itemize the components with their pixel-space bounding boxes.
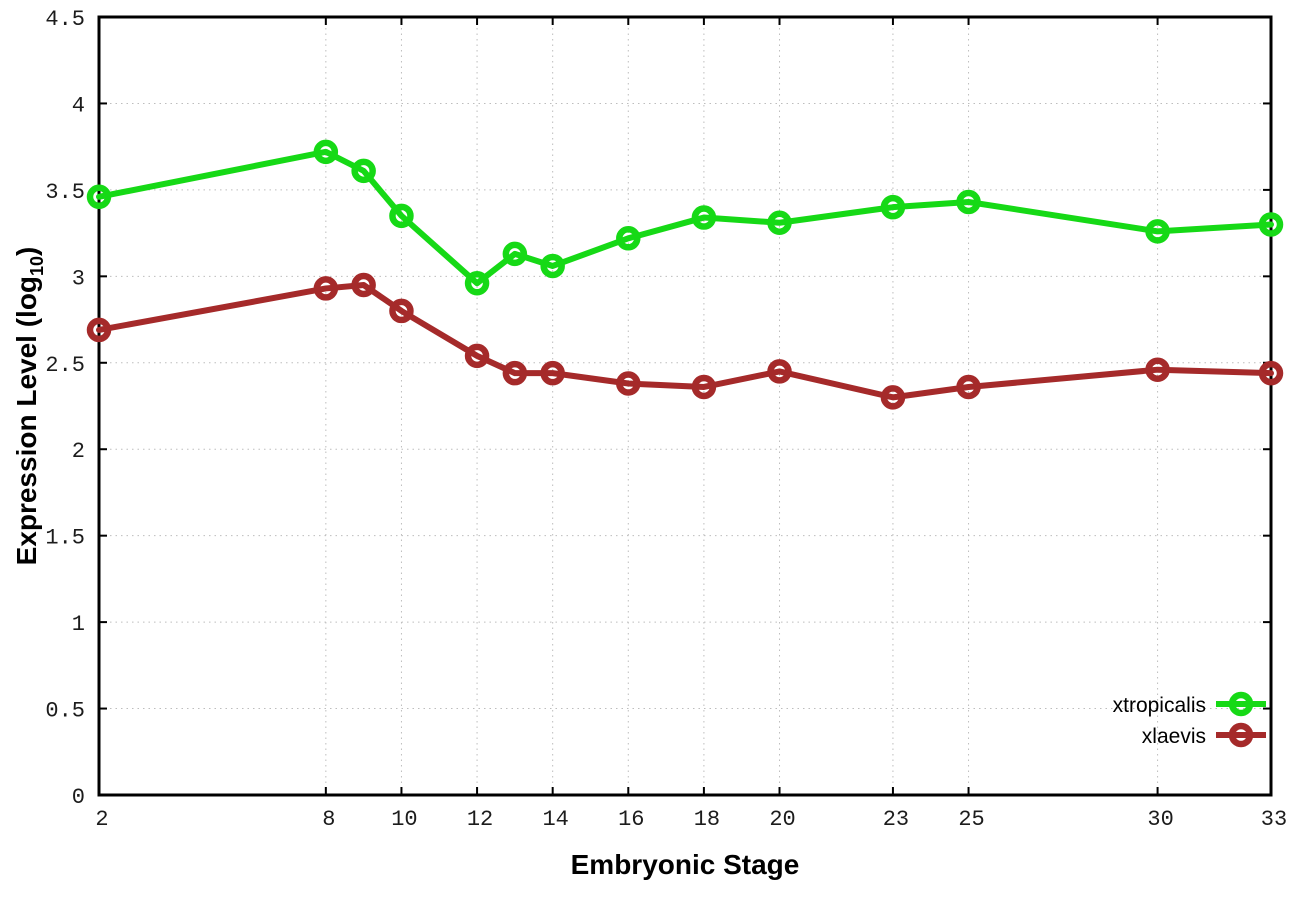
x-tick-label-18: 18 — [694, 807, 720, 832]
data-point-xlaevis-10 — [389, 298, 414, 324]
data-point-xlaevis-9 — [351, 272, 376, 298]
x-tick-label-33: 33 — [1261, 807, 1287, 832]
x-tick-label-30: 30 — [1147, 807, 1173, 832]
y-tick-label-0: 0 — [72, 785, 85, 810]
legend-marker-xlaevis — [1228, 722, 1254, 748]
x-tick-label-12: 12 — [467, 807, 493, 832]
data-point-xtropicalis-14 — [540, 253, 565, 279]
plot-border — [97, 15, 1273, 797]
y-tick-label-1.5: 1.5 — [45, 526, 85, 551]
y-tick-label-2.5: 2.5 — [45, 353, 85, 378]
y-tick-label-2: 2 — [72, 439, 85, 464]
legend-item-xlaevis: xlaevis — [1142, 722, 1266, 748]
y-tick-label-3.5: 3.5 — [45, 180, 85, 205]
series-xtropicalis — [86, 139, 1284, 296]
data-point-xtropicalis-9 — [351, 158, 376, 184]
legend: xtropicalis xlaevis — [1113, 691, 1266, 748]
x-tick-label-25: 25 — [958, 807, 984, 832]
data-point-xlaevis-25 — [956, 374, 981, 400]
data-point-xtropicalis-12 — [464, 270, 490, 296]
data-point-xtropicalis-33 — [1258, 212, 1284, 237]
y-axis-title-subscript: 10 — [27, 256, 47, 276]
data-point-xlaevis-8 — [313, 276, 339, 301]
data-point-xtropicalis-25 — [956, 189, 981, 215]
data-point-xtropicalis-10 — [389, 203, 414, 229]
data-point-xtropicalis-30 — [1145, 219, 1170, 244]
y-tick-label-0.5: 0.5 — [45, 699, 85, 724]
data-point-xlaevis-14 — [540, 360, 565, 386]
data-point-xtropicalis-23 — [880, 194, 906, 220]
y-tick-label-1: 1 — [72, 612, 85, 637]
legend-label-xtropicalis: xtropicalis — [1113, 694, 1206, 717]
legend-marker-xtropicalis — [1228, 691, 1254, 717]
y-tick-label-4: 4 — [72, 93, 85, 118]
y-tick-label-4.5: 4.5 — [45, 7, 85, 32]
data-point-xlaevis-23 — [880, 385, 906, 410]
data-point-xtropicalis-18 — [691, 205, 717, 230]
y-tick-label-3: 3 — [72, 266, 85, 291]
data-point-xlaevis-16 — [616, 371, 641, 396]
x-tick-label-10: 10 — [391, 807, 417, 832]
data-point-xtropicalis-8 — [313, 139, 339, 165]
legend-label-xlaevis: xlaevis — [1142, 725, 1206, 748]
data-point-xtropicalis-20 — [767, 210, 792, 235]
data-point-xlaevis-13 — [502, 360, 528, 386]
x-tick-labels: 2 8 10 12 14 16 18 20 23 25 30 33 — [95, 807, 1287, 832]
data-point-xlaevis-2 — [86, 317, 112, 343]
x-tick-label-8: 8 — [322, 807, 335, 832]
legend-item-xtropicalis: xtropicalis — [1113, 691, 1266, 717]
data-point-xlaevis-18 — [691, 374, 717, 400]
data-point-xlaevis-20 — [767, 359, 792, 384]
series-xlaevis — [86, 272, 1284, 410]
y-tick-labels: 0 0.5 1 1.5 2 2.5 3 3.5 4 4.5 — [45, 7, 85, 810]
data-point-xlaevis-30 — [1145, 357, 1170, 382]
y-axis-title: Expression Level (log10) — [11, 247, 47, 566]
data-point-xtropicalis-2 — [86, 184, 112, 210]
data-point-xtropicalis-16 — [616, 226, 641, 251]
x-tick-label-14: 14 — [542, 807, 568, 832]
x-tick-label-2: 2 — [95, 807, 108, 832]
data-point-xlaevis-33 — [1258, 360, 1284, 386]
x-tick-label-20: 20 — [769, 807, 795, 832]
x-tick-label-23: 23 — [883, 807, 909, 832]
data-point-xtropicalis-13 — [502, 241, 528, 267]
data-point-xlaevis-12 — [464, 343, 490, 369]
x-axis-title: Embryonic Stage — [571, 849, 800, 880]
x-tick-label-16: 16 — [618, 807, 644, 832]
